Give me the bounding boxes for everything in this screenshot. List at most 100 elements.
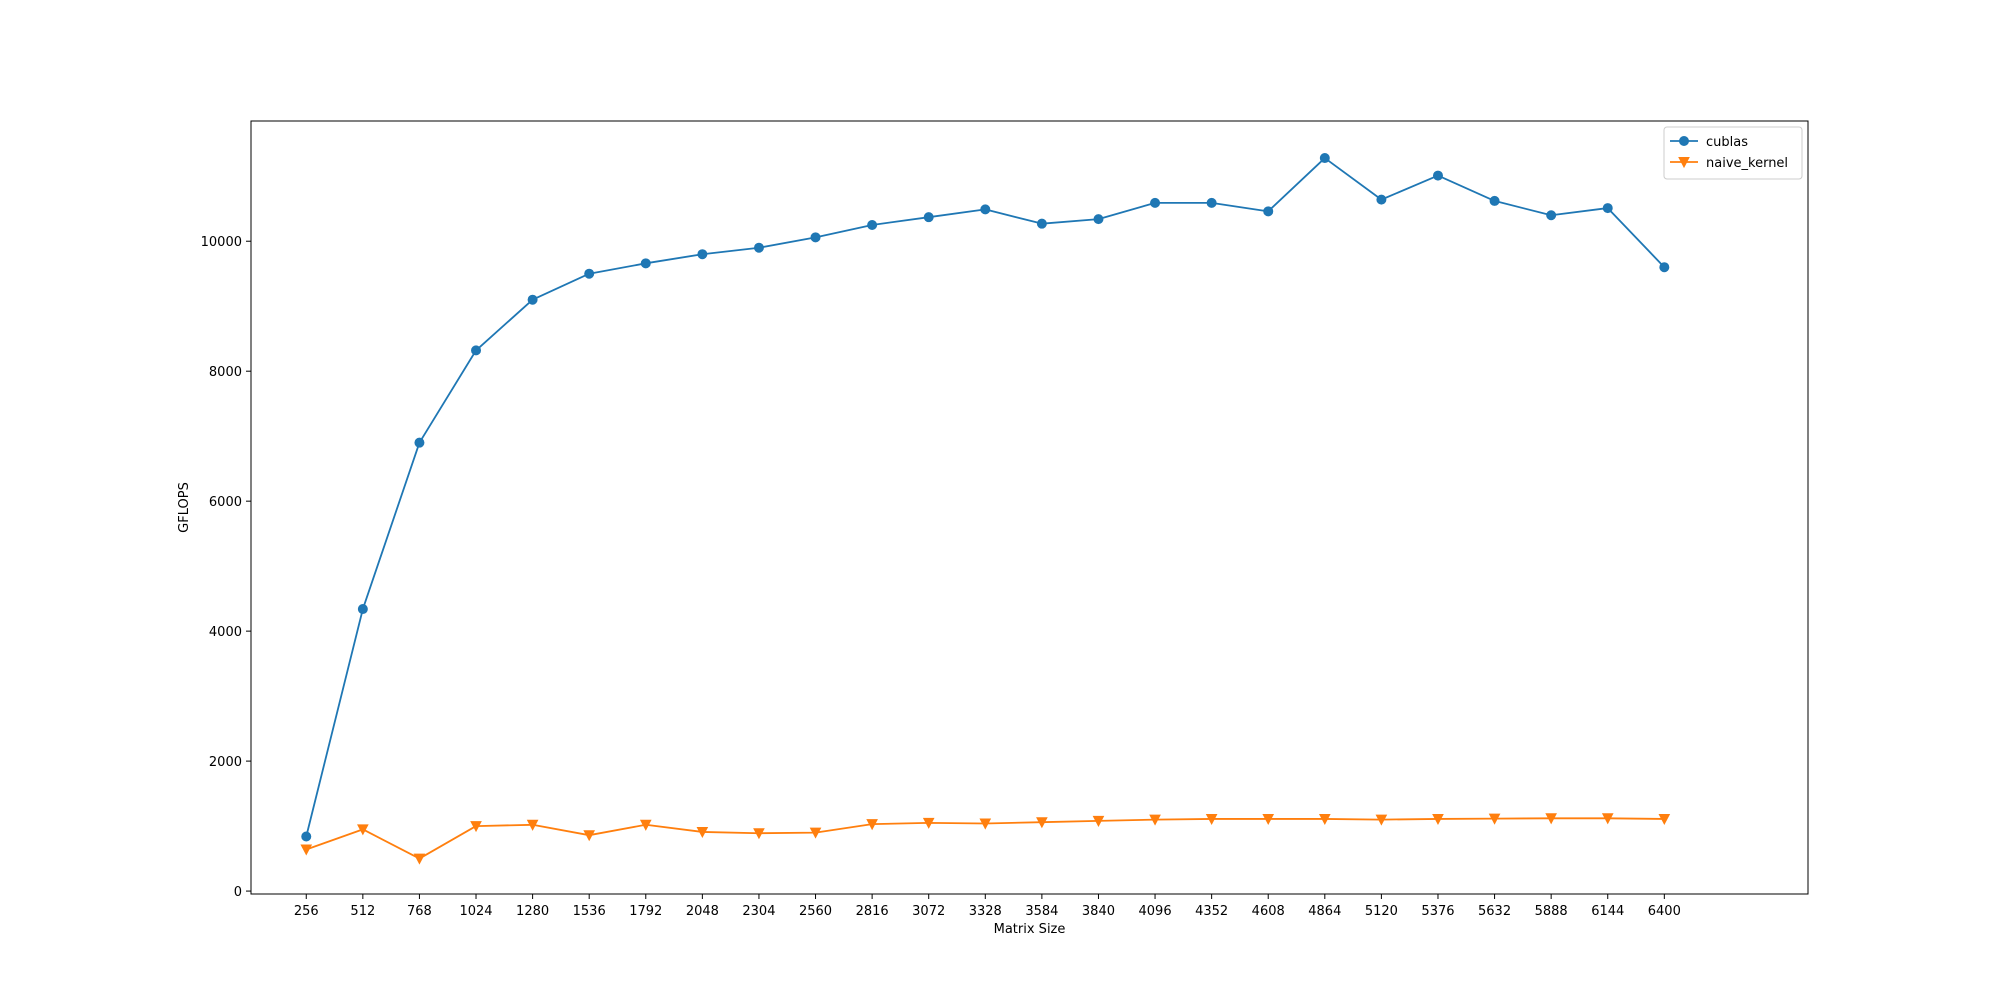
data-point-naive_kernel [1601,813,1614,825]
data-point-cublas [1036,218,1047,229]
x-tick-label: 2304 [742,904,775,919]
data-point-cublas [1206,197,1217,208]
legend-label: naive_kernel [1706,156,1788,171]
data-point-naive_kernel [1545,813,1557,825]
series-naive_kernel [300,813,1671,865]
x-tick-label: 5888 [1535,904,1568,919]
series-layer [300,153,1671,865]
x-tick-label: 768 [407,904,432,919]
data-point-naive_kernel [357,824,369,836]
data-point-naive_kernel [1205,813,1218,826]
data-point-naive_kernel [696,826,709,839]
y-tick-label: 6000 [209,495,242,510]
legend-item-cublas: cublas [1670,135,1748,150]
x-tick-label: 512 [350,904,375,919]
legend-item-naive_kernel: naive_kernel [1670,156,1788,171]
data-point-naive_kernel [1036,817,1048,829]
x-axis-label: Matrix Size [994,922,1066,937]
x-tick-label: 3072 [912,904,945,919]
x-tick-label: 4096 [1139,904,1172,919]
data-point-naive_kernel [300,844,313,856]
data-point-naive_kernel [583,830,596,842]
y-tick-label: 4000 [209,625,242,640]
data-point-cublas [1319,153,1330,164]
data-point-cublas [1263,206,1274,217]
x-tick-label: 3328 [969,904,1002,919]
data-point-naive_kernel [1318,813,1331,826]
legend-box [1663,126,1803,180]
x-tick-label: 4352 [1195,904,1228,919]
data-point-naive_kernel [413,853,426,865]
x-tick-label: 4864 [1308,904,1341,919]
x-tick-label: 3584 [1025,904,1058,919]
data-point-cublas [1546,210,1557,221]
legend-label: cublas [1706,135,1748,150]
data-point-cublas [640,258,651,269]
data-point-cublas [301,831,312,842]
data-point-naive_kernel [979,818,992,830]
x-tick-label: 5120 [1365,904,1398,919]
x-tick-label: 4608 [1252,904,1285,919]
series-cublas [301,153,1670,842]
data-point-cublas [810,232,821,243]
data-point-cublas [753,242,764,253]
x-tick-label: 2048 [686,904,719,919]
y-tick-label: 8000 [209,365,242,380]
data-point-cublas [1659,262,1670,273]
data-point-naive_kernel [1432,813,1444,826]
x-tick-label: 5376 [1421,904,1454,919]
data-point-naive_kernel [866,819,878,831]
x-tick-label: 1536 [573,904,606,919]
x-tick-label: 2816 [856,904,889,919]
x-tick-label: 5632 [1478,904,1511,919]
y-axis: 0 2000 4000 6000 8000 10000 [201,235,251,900]
plot-background [251,121,1808,894]
x-tick-label: 1280 [516,904,549,919]
y-tick-label: 0 [234,885,242,900]
data-point-naive_kernel [809,827,822,839]
data-point-cublas [1376,194,1387,205]
data-point-naive_kernel [1375,814,1388,826]
data-point-naive_kernel [639,819,652,831]
x-tick-label: 2560 [799,904,832,919]
x-tick-label: 6400 [1648,904,1681,919]
data-point-naive_kernel [1488,813,1501,825]
data-point-cublas [1150,197,1161,208]
plot-area [251,121,1808,894]
data-point-cublas [527,294,538,305]
x-tick-label: 6144 [1591,904,1624,919]
x-tick-label: 1024 [459,904,492,919]
data-point-cublas [584,268,595,279]
data-point-cublas [980,204,991,215]
legend-marker [1679,136,1689,146]
data-point-cublas [471,345,482,356]
data-point-naive_kernel [1262,813,1275,826]
data-point-cublas [357,604,368,615]
data-point-naive_kernel [922,817,935,829]
data-point-naive_kernel [526,819,539,831]
x-tick-label: 3840 [1082,904,1115,919]
data-point-cublas [1489,195,1500,206]
legend-marker [1678,157,1690,169]
x-axis: 256 512 768 1024 1280 1536 1792 2048 2304 2560 281… [294,894,1681,919]
data-point-cublas [1602,203,1613,214]
legend: cublas naive_kernel [1663,126,1803,180]
data-point-naive_kernel [1658,813,1671,826]
y-tick-label: 2000 [209,755,242,770]
data-point-naive_kernel [753,828,765,840]
data-point-cublas [697,249,708,260]
y-tick-label: 10000 [201,235,242,250]
data-point-cublas [923,212,934,223]
y-axis-label: GFLOPS [177,482,192,533]
data-point-cublas [867,219,878,230]
data-point-cublas [1093,214,1104,225]
data-point-naive_kernel [1149,814,1161,826]
data-point-naive_kernel [1092,815,1105,827]
x-tick-label: 1792 [629,904,662,919]
data-point-cublas [1432,170,1443,181]
x-tick-label: 256 [294,904,319,919]
plot-frame [250,120,1809,895]
data-point-naive_kernel [470,821,482,833]
data-point-cublas [414,437,425,448]
